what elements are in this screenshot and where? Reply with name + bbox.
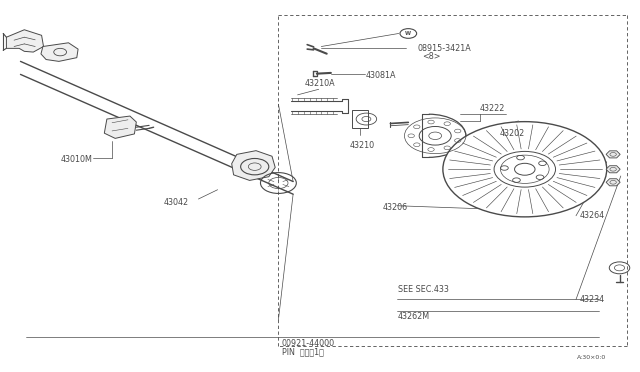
Circle shape bbox=[515, 163, 535, 175]
Text: 43264: 43264 bbox=[579, 211, 604, 220]
Text: 08915-3421A: 08915-3421A bbox=[417, 44, 471, 53]
Polygon shape bbox=[6, 30, 44, 52]
Circle shape bbox=[494, 151, 556, 187]
Text: 43210: 43210 bbox=[350, 141, 375, 150]
Text: A:30×0:0: A:30×0:0 bbox=[577, 355, 607, 360]
Text: 43210A: 43210A bbox=[305, 79, 335, 88]
Polygon shape bbox=[104, 116, 136, 138]
Text: W: W bbox=[405, 31, 412, 36]
Text: 43262M: 43262M bbox=[398, 312, 430, 321]
Polygon shape bbox=[606, 151, 620, 158]
Polygon shape bbox=[41, 43, 78, 61]
Text: 43081A: 43081A bbox=[366, 71, 397, 80]
Text: 43206: 43206 bbox=[383, 203, 408, 212]
Text: 43010M: 43010M bbox=[61, 155, 93, 164]
Text: 00921-44000: 00921-44000 bbox=[282, 339, 335, 347]
Text: 43202: 43202 bbox=[499, 129, 524, 138]
Text: PIN  ピン（1）: PIN ピン（1） bbox=[282, 348, 323, 357]
Text: 43042: 43042 bbox=[163, 198, 188, 207]
Text: SEE SEC.433: SEE SEC.433 bbox=[398, 285, 449, 294]
Circle shape bbox=[443, 122, 607, 217]
Text: 43222: 43222 bbox=[480, 105, 506, 113]
Text: <8>: <8> bbox=[422, 52, 441, 61]
Polygon shape bbox=[606, 166, 620, 173]
Polygon shape bbox=[352, 110, 367, 128]
Polygon shape bbox=[606, 179, 620, 186]
Polygon shape bbox=[232, 151, 275, 180]
Text: 43234: 43234 bbox=[579, 295, 604, 304]
